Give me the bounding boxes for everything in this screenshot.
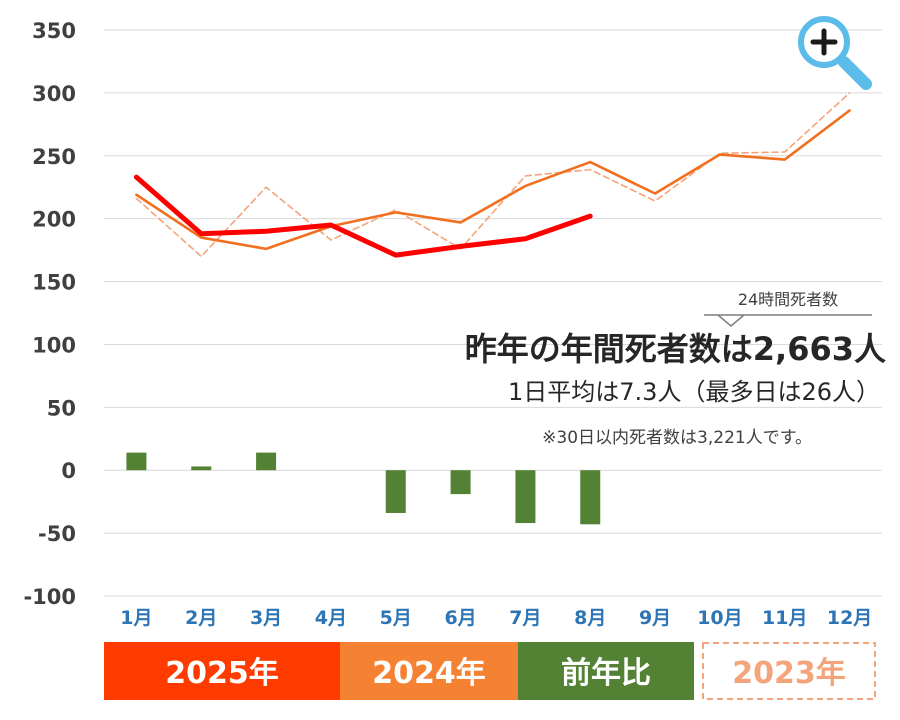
yoy-bar	[385, 470, 406, 513]
legend-label: 前年比	[561, 656, 651, 691]
x-tick-label: 1月	[120, 607, 152, 629]
legend-label: 2024年	[372, 656, 486, 691]
series-line-2025	[133, 174, 593, 258]
yoy-bar	[256, 452, 277, 471]
yoy-bars	[126, 452, 601, 525]
yoy-bar	[191, 466, 212, 471]
legend-item: 前年比	[518, 642, 694, 700]
y-tick-label: 50	[47, 396, 76, 420]
y-tick-label: 150	[32, 271, 76, 295]
x-tick-label: 6月	[444, 607, 476, 629]
legend-swatch	[340, 642, 518, 700]
x-tick-label: 10月	[697, 607, 742, 629]
y-axis-ticks: 350 300 250 200 150 100 50 0 -50 -100	[23, 19, 76, 609]
annotation-block: 24時間死者数 昨年の年間死者数は2,663人 1日平均は7.3人（最多日は26…	[465, 290, 886, 448]
gridlines	[104, 29, 882, 597]
legend: 2025年 2024年 前年比 2023年	[104, 642, 876, 700]
x-tick-label: 5月	[380, 607, 412, 629]
x-tick-label: 8月	[574, 607, 606, 629]
series-lines	[133, 92, 851, 258]
thirty-day-note: ※30日以内死者数は3,221人です。	[542, 428, 812, 448]
y-tick-label: 200	[32, 208, 76, 232]
headline: 昨年の年間死者数は2,663人	[465, 330, 886, 368]
series-line-2023	[135, 92, 851, 258]
yoy-bar	[580, 470, 601, 525]
legend-swatch	[518, 642, 694, 700]
y-tick-label: -50	[38, 522, 76, 546]
daily-average: 1日平均は7.3人（最多日は26人）	[508, 378, 880, 406]
legend-item: 2024年	[340, 642, 518, 700]
x-tick-label: 3月	[250, 607, 282, 629]
legend-label: 2023年	[732, 656, 846, 691]
bracket-label: 24時間死者数	[738, 290, 838, 309]
series-line-2024	[135, 109, 851, 251]
x-tick-label: 9月	[639, 607, 671, 629]
legend-swatch	[104, 642, 340, 700]
yoy-bar	[515, 470, 536, 524]
legend-swatch	[702, 642, 876, 700]
y-tick-label: 300	[32, 82, 76, 106]
x-tick-label: 4月	[315, 607, 347, 629]
legend-label: 2025年	[165, 656, 279, 691]
x-tick-label: 11月	[762, 607, 807, 629]
zoom-in-magnifier-icon[interactable]	[798, 16, 872, 90]
legend-item: 2023年	[702, 642, 876, 700]
yoy-bar	[450, 470, 471, 495]
y-tick-label: -100	[23, 585, 76, 609]
yoy-bar	[126, 452, 147, 471]
x-tick-label: 7月	[509, 607, 541, 629]
y-tick-label: 0	[61, 459, 76, 483]
y-tick-label: 350	[32, 19, 76, 43]
x-axis-ticks: 1月 2月 3月 4月 5月 6月 7月 8月 9月 10月 11月 12月	[120, 607, 872, 629]
bracket-line	[704, 314, 872, 327]
y-tick-label: 100	[32, 333, 76, 357]
x-tick-label: 12月	[827, 607, 872, 629]
x-tick-label: 2月	[185, 607, 217, 629]
legend-item: 2025年	[104, 642, 340, 700]
y-tick-label: 250	[32, 145, 76, 169]
